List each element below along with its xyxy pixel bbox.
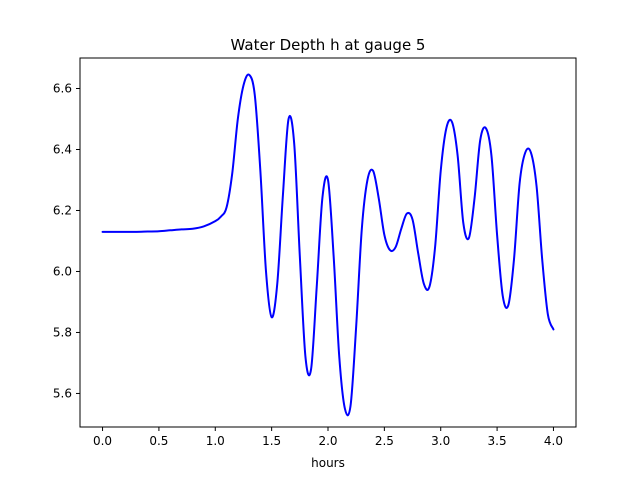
x-tick-label: 1.0 — [206, 434, 225, 448]
x-axis-label: hours — [311, 456, 345, 470]
x-tick-label: 0.0 — [93, 434, 112, 448]
y-tick-label: 5.8 — [53, 325, 72, 339]
x-tick-label: 0.5 — [149, 434, 168, 448]
x-tick-label: 1.5 — [262, 434, 281, 448]
y-tick-label: 5.6 — [53, 386, 72, 400]
plot-area — [101, 73, 555, 417]
chart-title: Water Depth h at gauge 5 — [231, 36, 426, 54]
x-tick-label: 2.5 — [375, 434, 394, 448]
y-tick-label: 6.4 — [53, 142, 72, 156]
series-line — [101, 73, 555, 417]
x-tick-label: 3.5 — [488, 434, 507, 448]
x-axis: 0.0 0.5 1.0 1.5 2.0 2.5 3.0 3.5 4.0 — [93, 427, 563, 448]
y-tick-label: 6.2 — [53, 203, 72, 217]
x-tick-label: 2.0 — [318, 434, 337, 448]
y-axis: 5.6 5.8 6.0 6.2 6.4 6.6 — [53, 81, 80, 400]
x-tick-label: 3.0 — [431, 434, 450, 448]
y-tick-label: 6.6 — [53, 81, 72, 95]
y-tick-label: 6.0 — [53, 264, 72, 278]
x-tick-label: 4.0 — [544, 434, 563, 448]
